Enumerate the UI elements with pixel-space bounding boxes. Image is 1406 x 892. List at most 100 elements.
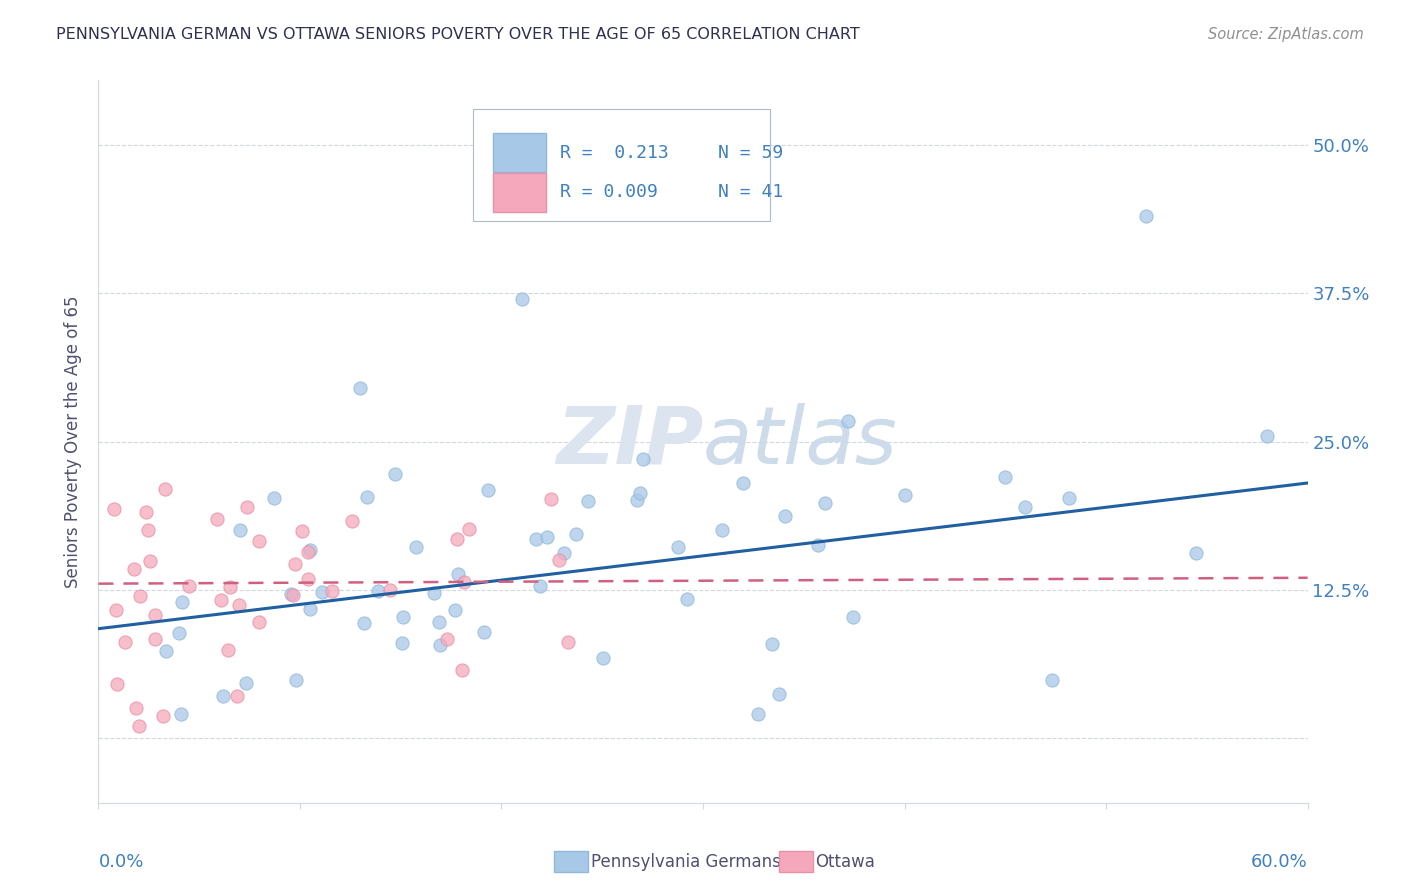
Point [773, 508, 796, 523]
Point [170, 595, 193, 609]
Point [631, 452, 654, 467]
Point [249, 615, 271, 629]
Point [143, 607, 166, 622]
Point [524, 533, 547, 547]
Point [236, 500, 259, 514]
Point [540, 491, 562, 506]
Point [536, 530, 558, 544]
Text: N = 59: N = 59 [717, 144, 783, 161]
Text: 0.0%: 0.0% [98, 854, 143, 871]
Point [353, 615, 375, 630]
Point [284, 673, 307, 687]
Point [472, 625, 495, 640]
FancyBboxPatch shape [492, 133, 546, 172]
Point [842, 610, 865, 624]
Point [297, 544, 319, 558]
Point [225, 689, 247, 703]
Text: PENNSYLVANIA GERMAN VS OTTAWA SENIORS POVERTY OVER THE AGE OF 65 CORRELATION CHA: PENNSYLVANIA GERMAN VS OTTAWA SENIORS PO… [56, 27, 860, 42]
Point [139, 554, 162, 568]
Point [124, 701, 146, 715]
Point [311, 585, 333, 599]
Point [284, 557, 307, 571]
Point [212, 690, 235, 704]
Point [342, 514, 364, 528]
Point [349, 381, 371, 395]
Point [167, 626, 190, 640]
Point [155, 644, 177, 658]
Point [676, 591, 699, 606]
Point [626, 493, 648, 508]
Point [391, 636, 413, 650]
Point [628, 485, 651, 500]
Point [443, 603, 465, 617]
Point [177, 579, 200, 593]
Point [557, 634, 579, 648]
Point [392, 610, 415, 624]
Point [122, 562, 145, 576]
Point [281, 588, 304, 602]
Point [367, 583, 389, 598]
Point [447, 566, 470, 581]
Point [666, 541, 689, 555]
Point [1040, 673, 1063, 688]
Point [104, 603, 127, 617]
Point [1057, 491, 1080, 505]
Text: N = 41: N = 41 [717, 183, 783, 202]
Point [356, 490, 378, 504]
Text: ZIP: ZIP [555, 402, 703, 481]
Point [458, 522, 481, 536]
Text: Source: ZipAtlas.com: Source: ZipAtlas.com [1208, 27, 1364, 42]
Point [578, 493, 600, 508]
Point [128, 719, 150, 733]
Point [152, 709, 174, 723]
Point [807, 538, 830, 552]
Point [249, 533, 271, 548]
Point [378, 583, 401, 598]
Point [453, 574, 475, 589]
Point [405, 541, 427, 555]
Point [548, 552, 571, 566]
Point [510, 293, 533, 307]
Point [169, 706, 191, 721]
Point [1135, 210, 1157, 224]
Point [138, 524, 160, 538]
Point [153, 482, 176, 496]
Point [994, 470, 1017, 484]
Point [114, 634, 136, 648]
Text: Ottawa: Ottawa [815, 853, 876, 871]
Point [298, 602, 321, 616]
Point [235, 676, 257, 690]
Point [291, 524, 314, 539]
Point [299, 543, 322, 558]
Point [205, 511, 228, 525]
Point [209, 593, 232, 607]
Point [747, 706, 769, 721]
Point [553, 546, 575, 560]
Point [423, 585, 446, 599]
Point [129, 589, 152, 603]
Point [761, 637, 783, 651]
Text: R =  0.213: R = 0.213 [561, 144, 669, 161]
Point [427, 615, 450, 630]
Text: R = 0.009: R = 0.009 [561, 183, 658, 202]
Point [814, 496, 837, 510]
Point [263, 491, 285, 505]
Point [297, 572, 319, 586]
Point [733, 475, 755, 490]
Point [446, 533, 468, 547]
Text: Pennsylvania Germans: Pennsylvania Germans [591, 853, 780, 871]
Point [436, 632, 458, 647]
Point [711, 523, 734, 537]
Point [1014, 500, 1036, 514]
Point [321, 583, 343, 598]
Point [103, 502, 125, 516]
FancyBboxPatch shape [492, 173, 546, 211]
FancyBboxPatch shape [474, 109, 769, 221]
Point [893, 488, 915, 502]
Point [280, 587, 302, 601]
Y-axis label: Seniors Poverty Over the Age of 65: Seniors Poverty Over the Age of 65 [65, 295, 83, 588]
Point [429, 638, 451, 652]
Point [477, 483, 499, 498]
Point [592, 651, 614, 665]
Point [529, 579, 551, 593]
